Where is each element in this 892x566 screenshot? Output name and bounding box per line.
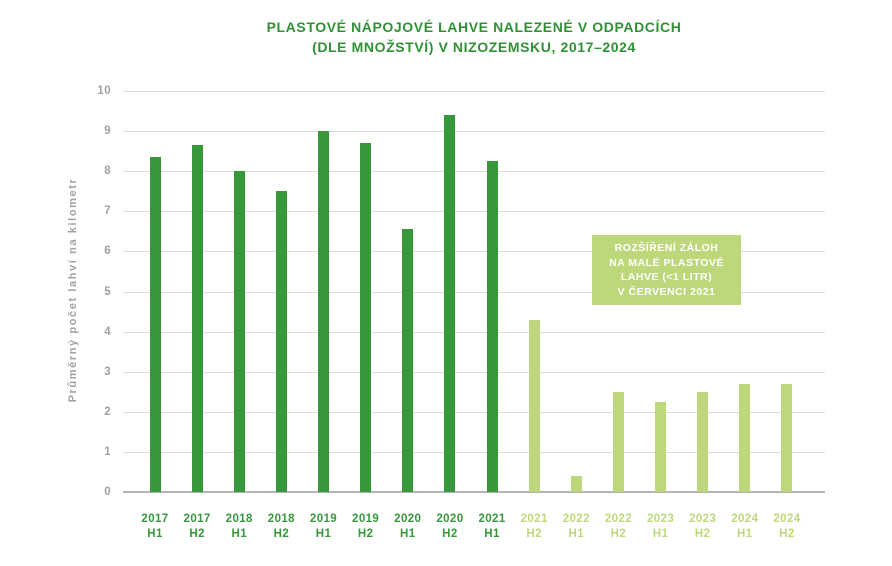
y-tick-label: 8 (104, 165, 111, 178)
x-tick-year: 2020 (436, 513, 464, 525)
x-tick-half: H2 (526, 528, 542, 540)
x-tick-label: 2023 H1 (647, 512, 674, 542)
x-tick-half: H1 (231, 528, 247, 540)
x-tick-year: 2023 (646, 513, 675, 525)
gridline (123, 211, 825, 213)
x-tick-year: 2018 (225, 513, 253, 525)
bar-2022-h1 (570, 475, 582, 492)
bar-2019-h2 (360, 143, 372, 492)
gridline (123, 91, 825, 92)
x-tick-year: 2024 (773, 513, 801, 525)
x-tick-half: H2 (189, 528, 205, 540)
x-tick-label: 2020 H1 (394, 512, 421, 542)
x-tick-half: H2 (442, 528, 458, 540)
annotation-line4: V ČERVENCI 2021 (617, 285, 716, 298)
gridline (123, 131, 825, 133)
x-tick-label: 2022 H1 (563, 512, 590, 542)
x-tick-year: 2019 (309, 513, 338, 525)
x-tick-year: 2018 (267, 513, 295, 525)
x-tick-label: 2018 H1 (226, 512, 253, 542)
x-tick-label: 2021 H2 (521, 512, 548, 542)
x-tick-half: H2 (779, 528, 795, 540)
bar-2021-h1 (486, 161, 498, 492)
x-tick-label: 2020 H2 (436, 512, 463, 542)
gridline (123, 291, 825, 293)
x-tick-label: 2019 H2 (352, 512, 379, 542)
x-tick-year: 2021 (478, 513, 506, 525)
y-tick-label: 0 (104, 486, 111, 498)
x-tick-year: 2022 (604, 513, 633, 525)
annotation-line2: NA MALÉ PLASTOVÉ (609, 256, 724, 269)
x-tick-label: 2024 H2 (773, 512, 800, 542)
y-tick-label: 6 (104, 245, 111, 258)
bar-2018-h2 (275, 191, 287, 492)
gridline (123, 451, 825, 453)
x-tick-half: H1 (652, 528, 669, 540)
annotation-box: ROZŠÍŘENÍ ZÁLOH NA MALÉ PLASTOVÉ LAHVE (… (592, 235, 741, 305)
y-axis-title: Průměrný počet lahví na kilometr (67, 177, 79, 403)
bar-2023-h2 (697, 391, 709, 492)
bar-2021-h2 (528, 319, 540, 492)
plot-area: 0 1 2 3 4 5 6 7 8 9 10 2017 H1 2017 H2 2018 H1 2018 H2 201… (97, 85, 825, 540)
y-tick-label: 5 (104, 285, 111, 298)
gridline (123, 251, 825, 253)
x-tick-half: H2 (357, 528, 374, 540)
x-tick-label: 2017 H2 (184, 512, 211, 542)
bar-2023-h1 (655, 401, 667, 492)
bar-2020-h1 (402, 229, 414, 492)
bar-2017-h2 (191, 145, 203, 492)
x-tick-year: 2017 (183, 513, 211, 525)
y-tick-label: 4 (104, 325, 111, 338)
gridline (123, 411, 825, 413)
y-tick-label: 3 (104, 365, 111, 378)
x-tick-half: H2 (610, 528, 627, 540)
x-tick-label: 2019 H1 (310, 512, 337, 542)
bar-2022-h2 (612, 391, 624, 492)
y-tick-label: 1 (104, 445, 111, 458)
x-tick-year: 2023 (689, 513, 717, 525)
annotation-line1: ROZŠÍŘENÍ ZÁLOH (614, 242, 719, 254)
x-tick-half: H1 (147, 528, 163, 540)
y-tick-label: 2 (104, 405, 111, 418)
x-tick-half: H1 (484, 528, 500, 540)
x-tick-year: 2021 (520, 513, 548, 525)
x-tick-label: 2017 H1 (141, 512, 168, 542)
x-tick-label: 2022 H2 (605, 512, 632, 542)
gridline (123, 171, 825, 173)
x-tick-year: 2019 (352, 513, 380, 525)
bar-2024-h1 (739, 383, 751, 492)
x-tick-label: 2024 H1 (731, 512, 758, 542)
y-tick-label: 9 (104, 125, 111, 138)
bar-2018-h1 (233, 171, 245, 492)
annotation-line3: LAHVE (<1 LITR) (620, 271, 713, 283)
x-tick-half: H2 (273, 528, 290, 540)
x-tick-label: 2018 H2 (268, 512, 295, 542)
x-tick-half: H2 (694, 528, 711, 540)
y-tick-label: 10 (97, 85, 111, 97)
bar-2024-h2 (781, 383, 793, 492)
y-tick-label: 7 (104, 205, 111, 218)
x-tick-half: H1 (400, 528, 416, 540)
chart-title: PLASTOVÉ NÁPOJOVÉ LAHVE NALEZENÉ V ODPAD… (123, 17, 825, 57)
x-tick-year: 2022 (562, 513, 590, 525)
x-axis-line (123, 491, 825, 493)
x-tick-year: 2020 (394, 513, 422, 525)
x-tick-half: H1 (568, 528, 585, 540)
x-tick-half: H1 (315, 528, 332, 540)
gridline (123, 331, 825, 333)
x-tick-half: H1 (737, 528, 753, 540)
x-tick-year: 2024 (731, 513, 759, 525)
bar-2019-h1 (318, 131, 330, 492)
x-tick-label: 2023 H2 (689, 512, 716, 542)
chart-title-line1: PLASTOVÉ NÁPOJOVÉ LAHVE NALEZENÉ V ODPAD… (266, 19, 682, 35)
bar-2017-h1 (149, 157, 161, 492)
bar-2020-h2 (444, 115, 456, 492)
gridline (123, 371, 825, 373)
chart-title-line2: (DLE MNOŽSTVÍ) V NIZOZEMSKU, 2017–2024 (312, 39, 636, 55)
x-tick-year: 2017 (141, 513, 169, 525)
x-tick-label: 2021 H1 (478, 512, 505, 542)
